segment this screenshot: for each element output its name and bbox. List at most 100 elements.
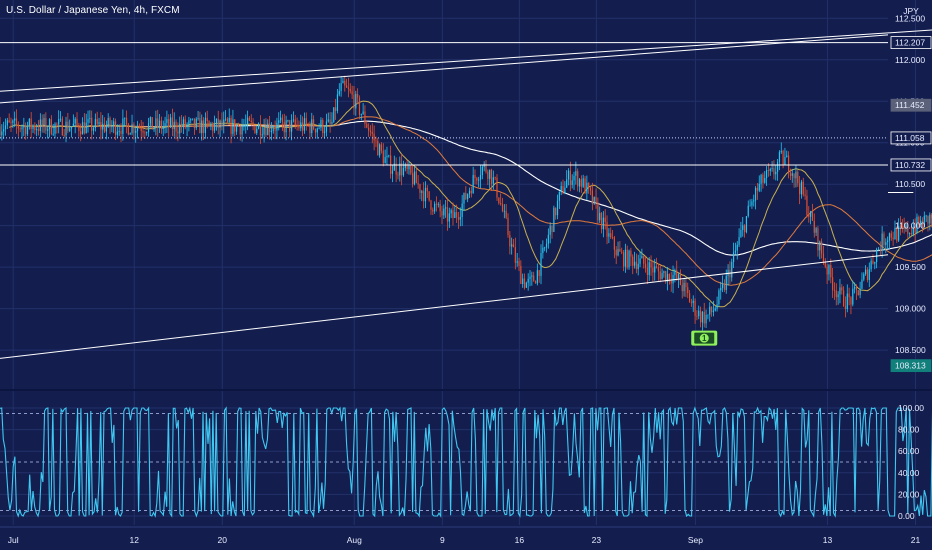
candle-body	[826, 266, 828, 275]
candle-body	[731, 261, 733, 278]
candle-body	[776, 161, 779, 172]
candle-body	[789, 172, 792, 176]
candle-body	[692, 300, 694, 304]
candle-body	[303, 118, 306, 131]
candle-body	[456, 212, 458, 218]
candle-body	[412, 173, 414, 185]
x-tick-label: 21	[911, 535, 921, 545]
candle-body	[226, 118, 229, 123]
candle-body	[843, 290, 845, 307]
lower-trend-line	[0, 254, 889, 359]
candle-body	[899, 225, 902, 227]
candle-body	[650, 262, 652, 268]
candle-body	[564, 187, 566, 194]
candle-body	[459, 216, 461, 220]
candle-body	[865, 269, 867, 275]
candle-body	[138, 127, 140, 129]
candle-body	[65, 121, 67, 136]
x-tick-label: 12	[130, 535, 140, 545]
candle-body	[158, 120, 161, 128]
candle-body	[184, 119, 186, 128]
candle-body	[169, 117, 172, 128]
stoch-tick-label: 100.00	[898, 403, 924, 413]
candle-body	[375, 140, 377, 142]
candle-body	[21, 127, 23, 130]
candle-body	[171, 117, 173, 130]
candle-body	[896, 228, 898, 241]
candle-body	[857, 290, 859, 296]
candle-body	[703, 311, 705, 324]
candle-body	[765, 170, 768, 178]
x-tick-label: 9	[440, 535, 445, 545]
candle-body	[146, 132, 148, 134]
candle-body	[778, 152, 781, 162]
candle-body	[582, 178, 584, 187]
candle-body	[821, 241, 823, 254]
candle-body	[547, 234, 549, 244]
price-label-bg	[890, 98, 932, 112]
candle-body	[52, 133, 54, 135]
candle-body	[336, 94, 339, 111]
candle-body	[129, 133, 131, 135]
candle-body	[529, 276, 531, 279]
candle-body	[96, 119, 98, 124]
price-tick-label: 112.500	[895, 13, 925, 23]
candle-body	[628, 250, 630, 268]
candle-body	[45, 118, 47, 131]
candle-body	[490, 169, 493, 184]
candle-body	[91, 117, 93, 131]
candle-body	[721, 284, 724, 288]
candle-body	[905, 224, 907, 229]
candle-body	[742, 225, 744, 231]
candle-body	[15, 118, 18, 125]
candle-body	[740, 230, 742, 238]
candle-body	[560, 185, 562, 192]
candle-body	[423, 191, 425, 202]
candle-body	[162, 126, 164, 129]
candle-body	[177, 131, 179, 134]
candle-body	[8, 120, 10, 123]
candle-body	[855, 286, 858, 291]
candle-body	[457, 217, 460, 220]
candle-body	[50, 119, 52, 134]
trend-lines	[0, 29, 932, 359]
candle-body	[147, 123, 150, 133]
candle-body	[89, 117, 91, 120]
candle-body	[377, 140, 379, 156]
candle-body	[643, 256, 645, 264]
candle-body	[522, 278, 524, 285]
candle-body	[679, 274, 681, 285]
candle-body	[635, 261, 637, 270]
candle-body	[72, 123, 74, 127]
candle-body	[613, 237, 615, 250]
candle-body	[815, 228, 817, 233]
candle-body	[155, 118, 157, 128]
price-label-box: 111.452	[890, 98, 932, 112]
candle-body	[780, 151, 782, 153]
candle-body	[349, 88, 351, 92]
candle-body	[791, 173, 793, 176]
candle-body	[437, 203, 439, 205]
price-label-bg	[890, 359, 932, 373]
candle-body	[907, 224, 909, 234]
candle-body	[335, 107, 337, 111]
candle-body	[828, 264, 830, 275]
candle-body	[127, 124, 129, 135]
candle-body	[278, 120, 280, 123]
upper-channel-line-2	[0, 34, 889, 104]
candle-body	[379, 144, 381, 156]
candle-body	[632, 256, 634, 266]
candle-body	[399, 163, 401, 176]
stoch-tick-label: 0.00	[898, 511, 915, 521]
candle-body	[854, 286, 856, 289]
candle-body	[309, 124, 311, 134]
candle-body	[756, 187, 759, 191]
candle-body	[797, 171, 799, 184]
candle-body	[811, 211, 814, 221]
candle-body	[368, 127, 370, 131]
candle-body	[111, 125, 113, 128]
candle-body	[188, 120, 190, 125]
candle-body	[300, 122, 302, 129]
candle-body	[228, 117, 230, 123]
candle-body	[674, 270, 676, 276]
